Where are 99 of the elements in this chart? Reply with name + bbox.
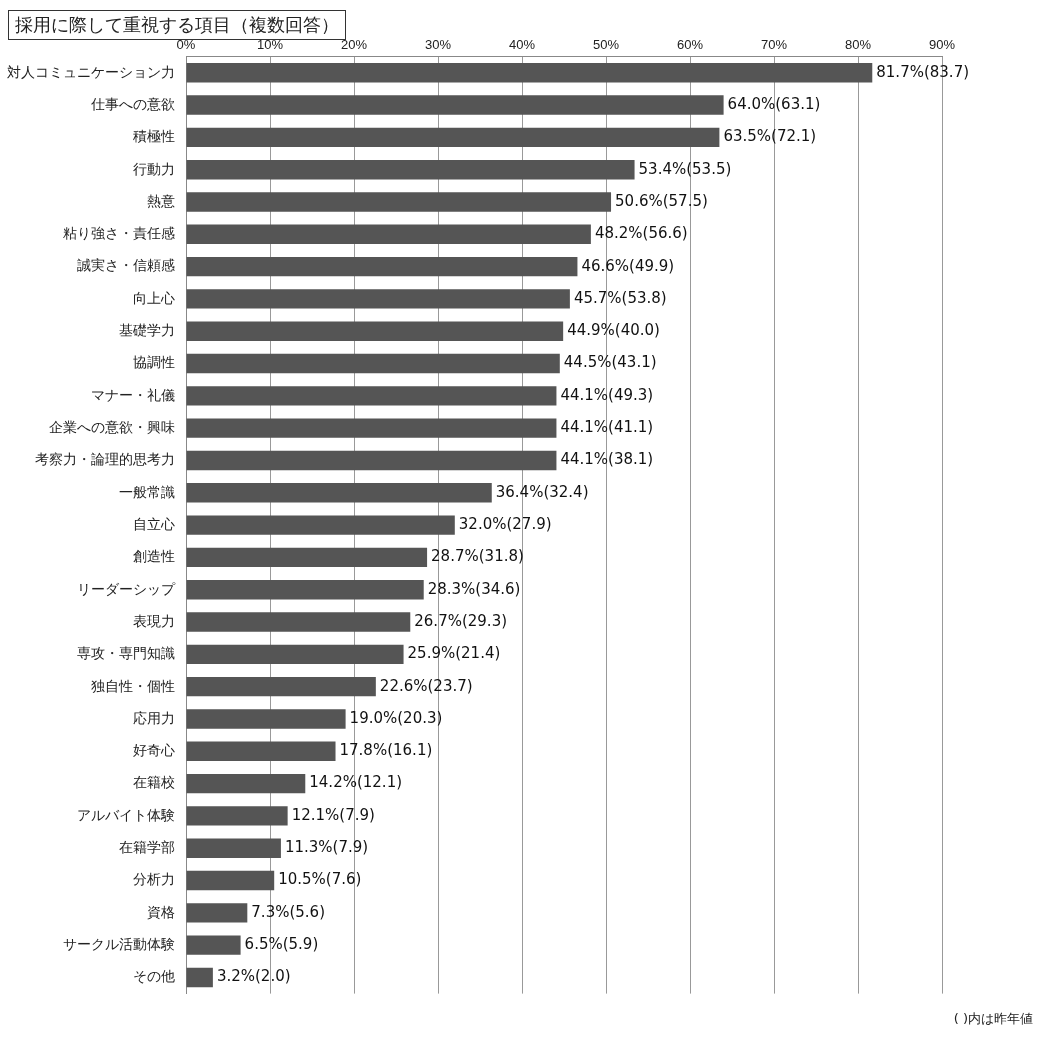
- y-tick-label: 考察力・論理的思考力: [35, 451, 175, 468]
- y-tick-label: 創造性: [133, 548, 175, 565]
- bar: [186, 450, 557, 471]
- x-tick-label: 80%: [844, 37, 872, 53]
- data-label: 3.2%(2.0): [216, 967, 291, 986]
- bar: [186, 289, 570, 309]
- bar: [186, 838, 281, 858]
- bar: [186, 644, 404, 665]
- y-tick-label: 積極性: [133, 128, 175, 145]
- bar: [186, 935, 241, 955]
- y-tick-label: 表現力: [133, 612, 175, 629]
- data-label: 22.6%(23.7): [379, 676, 473, 695]
- bar: [186, 967, 213, 988]
- y-tick-label: 好奇心: [133, 742, 175, 759]
- data-label: 12.1%(7.9): [291, 805, 375, 824]
- data-label: 17.8%(16.1): [339, 741, 433, 760]
- data-label: 44.1%(41.1): [560, 418, 654, 437]
- bar: [186, 580, 424, 600]
- bar: [186, 95, 724, 115]
- text: ( )内は昨年値: [953, 1010, 1033, 1028]
- y-tick-label: 行動力: [133, 160, 175, 177]
- data-label: 14.2%(12.1): [309, 773, 403, 792]
- x-tick-label: 50%: [592, 37, 620, 53]
- bar: [186, 547, 428, 568]
- y-tick-label: 粘り強さ・責任感: [63, 225, 175, 242]
- y-tick-label: 自立心: [133, 515, 175, 532]
- bar: [186, 386, 557, 406]
- bar: [186, 870, 275, 891]
- bar: [186, 709, 346, 729]
- data-label: 28.7%(31.8): [431, 547, 524, 566]
- bar: [186, 127, 720, 148]
- y-tick-label: サークル活動体験: [63, 935, 175, 952]
- bar: [186, 192, 612, 212]
- x-tick-label: 40%: [508, 37, 536, 53]
- y-tick-label: その他: [133, 968, 175, 985]
- data-label: 45.7%(53.8): [573, 288, 667, 307]
- data-label: 6.5%(5.9): [244, 935, 319, 954]
- bar: [186, 159, 635, 180]
- y-tick-label: 独自性・個性: [91, 677, 175, 694]
- y-tick-label: 誠実さ・信頼感: [77, 257, 175, 274]
- x-tick-label: 0%: [176, 37, 196, 53]
- y-tick-label: 専攻・専門知識: [77, 645, 175, 662]
- bar: [186, 741, 336, 761]
- y-tick-label: 熱意: [147, 192, 175, 209]
- x-tick-label: 90%: [928, 37, 956, 53]
- y-tick-label: アルバイト体験: [77, 806, 175, 823]
- x-tick-label: 20%: [340, 37, 368, 53]
- data-label: 53.4%(53.5): [638, 159, 732, 178]
- bar: [186, 321, 564, 341]
- chart-title: 採用に際して重視する項目（複数回答）: [15, 14, 339, 35]
- y-tick-label: 資格: [147, 903, 175, 920]
- y-tick-label: リーダーシップ: [77, 580, 176, 597]
- data-label: 50.6%(57.5): [615, 191, 708, 210]
- data-label: 36.4%(32.4): [495, 482, 589, 501]
- bar: [186, 256, 578, 277]
- bar: [186, 903, 248, 923]
- y-tick-label: 基礎学力: [119, 322, 175, 339]
- x-tick-label: 60%: [676, 37, 704, 53]
- data-label: 44.1%(38.1): [560, 450, 654, 469]
- data-label: 44.5%(43.1): [563, 353, 657, 372]
- data-label: 28.3%(34.6): [427, 579, 521, 598]
- bar: [186, 773, 306, 794]
- bar: [186, 806, 288, 826]
- y-tick-label: マナー・礼儀: [91, 386, 175, 403]
- data-label: 32.0%(27.9): [458, 514, 552, 533]
- y-tick-label: 一般常識: [119, 483, 175, 500]
- y-tick-label: 仕事への意欲: [90, 95, 175, 112]
- x-tick-label: 10%: [256, 37, 284, 53]
- bar: [186, 224, 591, 244]
- bar: [186, 353, 560, 374]
- data-label: 10.5%(7.6): [278, 870, 362, 889]
- y-tick-label: 分析力: [133, 871, 175, 888]
- y-tick-label: 対人コミュニケーション力: [7, 63, 175, 80]
- y-tick-label: 協調性: [133, 354, 175, 371]
- y-tick-label: 応用力: [133, 709, 175, 726]
- data-label: 46.6%(49.9): [581, 256, 675, 275]
- x-tick-label: 70%: [760, 37, 788, 53]
- data-label: 44.1%(49.3): [560, 385, 654, 404]
- data-label: 19.0%(20.3): [349, 708, 443, 727]
- bar: [186, 676, 376, 697]
- bar: [186, 483, 492, 503]
- data-label: 25.9%(21.4): [407, 644, 501, 663]
- y-tick-label: 在籍校: [133, 774, 175, 791]
- data-label: 64.0%(63.1): [727, 94, 821, 113]
- y-tick-label: 企業への意欲・興味: [49, 419, 175, 436]
- y-tick-label: 向上心: [133, 289, 175, 306]
- data-label: 7.3%(5.6): [251, 902, 325, 921]
- bar: [186, 612, 411, 632]
- x-tick-label: 30%: [424, 37, 452, 53]
- bar: [186, 63, 873, 83]
- data-label: 81.7%(83.7): [876, 62, 970, 81]
- bar: [186, 418, 557, 438]
- data-label: 44.9%(40.0): [567, 321, 660, 340]
- data-label: 11.3%(7.9): [284, 838, 369, 857]
- data-label: 48.2%(56.6): [594, 224, 688, 243]
- data-label: 26.7%(29.3): [414, 611, 508, 630]
- data-label: 63.5%(72.1): [723, 127, 817, 146]
- y-tick-label: 在籍学部: [119, 839, 175, 856]
- bar: [186, 515, 455, 535]
